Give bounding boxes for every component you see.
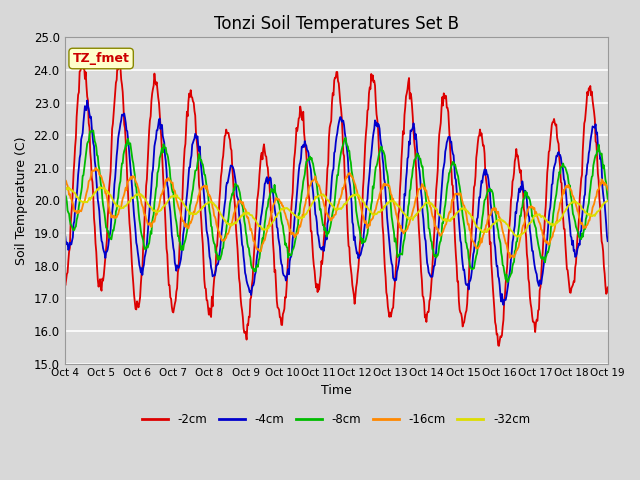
-4cm bbox=[500, 302, 508, 308]
-4cm bbox=[83, 97, 91, 103]
-4cm bbox=[604, 238, 612, 244]
-2cm bbox=[211, 270, 219, 276]
-32cm bbox=[403, 215, 411, 220]
-32cm bbox=[61, 185, 68, 191]
Legend: -2cm, -4cm, -8cm, -16cm, -32cm: -2cm, -4cm, -8cm, -16cm, -32cm bbox=[138, 408, 535, 431]
Y-axis label: Soil Temperature (C): Soil Temperature (C) bbox=[15, 136, 28, 264]
-2cm bbox=[61, 276, 68, 281]
-8cm bbox=[70, 227, 78, 233]
-2cm bbox=[78, 52, 86, 58]
-2cm bbox=[403, 90, 411, 96]
-8cm bbox=[182, 233, 190, 239]
Line: -32cm: -32cm bbox=[65, 187, 608, 237]
-16cm bbox=[419, 181, 426, 187]
-16cm bbox=[604, 187, 612, 192]
-8cm bbox=[604, 196, 612, 202]
-16cm bbox=[182, 221, 190, 227]
-32cm bbox=[513, 234, 521, 240]
-16cm bbox=[70, 209, 78, 215]
Title: Tonzi Soil Temperatures Set B: Tonzi Soil Temperatures Set B bbox=[214, 15, 459, 33]
-4cm bbox=[70, 218, 78, 224]
-8cm bbox=[419, 164, 426, 169]
-2cm bbox=[70, 158, 78, 164]
-8cm bbox=[61, 189, 68, 194]
-2cm bbox=[182, 124, 190, 130]
-32cm bbox=[211, 203, 219, 208]
Line: -8cm: -8cm bbox=[65, 131, 608, 282]
-2cm bbox=[604, 285, 612, 290]
-32cm bbox=[419, 204, 426, 210]
-4cm bbox=[61, 232, 68, 238]
-8cm bbox=[127, 146, 135, 152]
-16cm bbox=[92, 165, 100, 171]
-16cm bbox=[506, 255, 514, 261]
-32cm bbox=[604, 198, 612, 204]
-16cm bbox=[127, 174, 135, 180]
Text: TZ_fmet: TZ_fmet bbox=[73, 52, 129, 65]
-8cm bbox=[403, 218, 411, 224]
Line: -2cm: -2cm bbox=[65, 55, 608, 346]
-4cm bbox=[211, 273, 219, 278]
-8cm bbox=[504, 279, 511, 285]
-16cm bbox=[403, 227, 411, 232]
-4cm bbox=[127, 172, 135, 178]
-16cm bbox=[211, 214, 219, 220]
X-axis label: Time: Time bbox=[321, 384, 351, 397]
-2cm bbox=[495, 343, 503, 349]
-4cm bbox=[403, 169, 411, 175]
-16cm bbox=[61, 173, 68, 179]
-8cm bbox=[211, 241, 219, 247]
-32cm bbox=[70, 190, 78, 195]
-4cm bbox=[419, 210, 426, 216]
-4cm bbox=[182, 200, 190, 205]
-8cm bbox=[90, 128, 97, 133]
-32cm bbox=[127, 196, 135, 202]
-32cm bbox=[182, 204, 190, 210]
Line: -16cm: -16cm bbox=[65, 168, 608, 258]
-2cm bbox=[127, 242, 135, 248]
-2cm bbox=[419, 293, 426, 299]
-32cm bbox=[95, 184, 103, 190]
Line: -4cm: -4cm bbox=[65, 100, 608, 305]
